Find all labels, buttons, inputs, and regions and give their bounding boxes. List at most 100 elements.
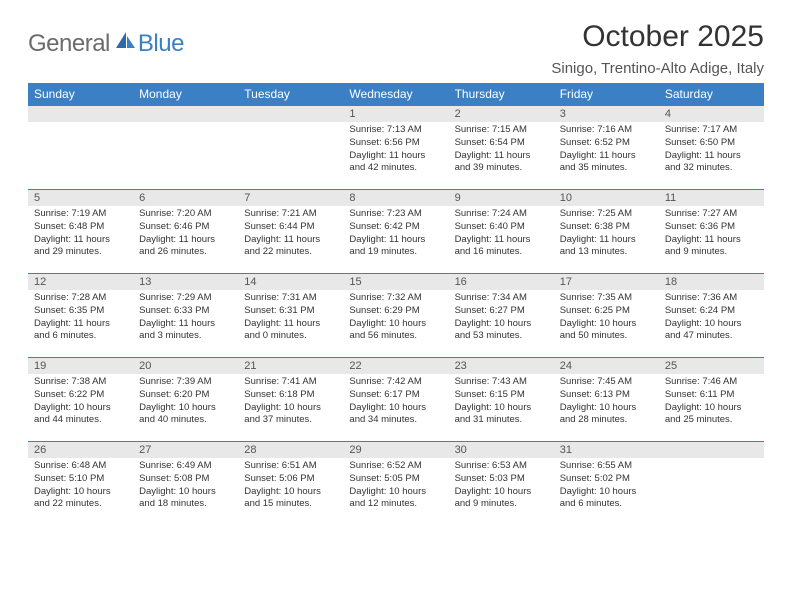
day-number: 17 — [554, 274, 659, 290]
day-number: 30 — [449, 442, 554, 458]
day-cell: 13Sunrise: 7:29 AMSunset: 6:33 PMDayligh… — [133, 274, 238, 358]
day-content: Sunrise: 7:45 AMSunset: 6:13 PMDaylight:… — [554, 374, 659, 433]
day-number: 7 — [238, 190, 343, 206]
day-cell: 27Sunrise: 6:49 AMSunset: 5:08 PMDayligh… — [133, 442, 238, 526]
day-number: 10 — [554, 190, 659, 206]
day-content: Sunrise: 7:17 AMSunset: 6:50 PMDaylight:… — [659, 122, 764, 181]
day-content: Sunrise: 7:27 AMSunset: 6:36 PMDaylight:… — [659, 206, 764, 265]
day-content: Sunrise: 6:55 AMSunset: 5:02 PMDaylight:… — [554, 458, 659, 517]
day-cell: 11Sunrise: 7:27 AMSunset: 6:36 PMDayligh… — [659, 190, 764, 274]
day-header: Saturday — [659, 83, 764, 106]
day-cell: 1Sunrise: 7:13 AMSunset: 6:56 PMDaylight… — [343, 106, 448, 190]
day-number: 26 — [28, 442, 133, 458]
empty-day-cell — [28, 106, 133, 190]
day-header: Wednesday — [343, 83, 448, 106]
header: General Blue October 2025 Sinigo, Trenti… — [28, 20, 764, 77]
day-cell: 14Sunrise: 7:31 AMSunset: 6:31 PMDayligh… — [238, 274, 343, 358]
day-number: 18 — [659, 274, 764, 290]
day-content: Sunrise: 7:15 AMSunset: 6:54 PMDaylight:… — [449, 122, 554, 181]
day-number: 27 — [133, 442, 238, 458]
day-cell: 4Sunrise: 7:17 AMSunset: 6:50 PMDaylight… — [659, 106, 764, 190]
logo-text-blue: Blue — [138, 30, 184, 58]
day-content: Sunrise: 7:19 AMSunset: 6:48 PMDaylight:… — [28, 206, 133, 265]
day-cell: 10Sunrise: 7:25 AMSunset: 6:38 PMDayligh… — [554, 190, 659, 274]
title-block: October 2025 Sinigo, Trentino-Alto Adige… — [551, 20, 764, 77]
day-content: Sunrise: 7:38 AMSunset: 6:22 PMDaylight:… — [28, 374, 133, 433]
day-number: 28 — [238, 442, 343, 458]
day-content: Sunrise: 7:34 AMSunset: 6:27 PMDaylight:… — [449, 290, 554, 349]
day-number: 2 — [449, 106, 554, 122]
day-header: Monday — [133, 83, 238, 106]
day-content: Sunrise: 7:41 AMSunset: 6:18 PMDaylight:… — [238, 374, 343, 433]
day-content: Sunrise: 7:39 AMSunset: 6:20 PMDaylight:… — [133, 374, 238, 433]
day-cell: 16Sunrise: 7:34 AMSunset: 6:27 PMDayligh… — [449, 274, 554, 358]
day-number: 6 — [133, 190, 238, 206]
day-number: 11 — [659, 190, 764, 206]
day-number: 20 — [133, 358, 238, 374]
day-header: Friday — [554, 83, 659, 106]
day-header-row: SundayMondayTuesdayWednesdayThursdayFrid… — [28, 83, 764, 106]
calendar-week-row: 5Sunrise: 7:19 AMSunset: 6:48 PMDaylight… — [28, 190, 764, 274]
day-cell: 21Sunrise: 7:41 AMSunset: 6:18 PMDayligh… — [238, 358, 343, 442]
day-content: Sunrise: 7:13 AMSunset: 6:56 PMDaylight:… — [343, 122, 448, 181]
day-content: Sunrise: 6:49 AMSunset: 5:08 PMDaylight:… — [133, 458, 238, 517]
day-cell: 17Sunrise: 7:35 AMSunset: 6:25 PMDayligh… — [554, 274, 659, 358]
day-number: 29 — [343, 442, 448, 458]
day-number: 3 — [554, 106, 659, 122]
day-number: 4 — [659, 106, 764, 122]
page-title: October 2025 — [551, 20, 764, 54]
day-number: 13 — [133, 274, 238, 290]
day-cell: 30Sunrise: 6:53 AMSunset: 5:03 PMDayligh… — [449, 442, 554, 526]
day-cell: 22Sunrise: 7:42 AMSunset: 6:17 PMDayligh… — [343, 358, 448, 442]
day-header: Tuesday — [238, 83, 343, 106]
day-number: 31 — [554, 442, 659, 458]
day-number: 24 — [554, 358, 659, 374]
day-number: 23 — [449, 358, 554, 374]
calendar-week-row: 12Sunrise: 7:28 AMSunset: 6:35 PMDayligh… — [28, 274, 764, 358]
day-content: Sunrise: 7:21 AMSunset: 6:44 PMDaylight:… — [238, 206, 343, 265]
day-content: Sunrise: 7:20 AMSunset: 6:46 PMDaylight:… — [133, 206, 238, 265]
day-number: 1 — [343, 106, 448, 122]
day-cell: 9Sunrise: 7:24 AMSunset: 6:40 PMDaylight… — [449, 190, 554, 274]
logo-sail-icon — [114, 30, 136, 55]
day-cell: 2Sunrise: 7:15 AMSunset: 6:54 PMDaylight… — [449, 106, 554, 190]
day-header: Thursday — [449, 83, 554, 106]
day-content: Sunrise: 7:35 AMSunset: 6:25 PMDaylight:… — [554, 290, 659, 349]
calendar-body: 1Sunrise: 7:13 AMSunset: 6:56 PMDaylight… — [28, 106, 764, 526]
day-number: 8 — [343, 190, 448, 206]
day-cell: 8Sunrise: 7:23 AMSunset: 6:42 PMDaylight… — [343, 190, 448, 274]
logo-text-general: General — [28, 30, 110, 58]
day-cell: 20Sunrise: 7:39 AMSunset: 6:20 PMDayligh… — [133, 358, 238, 442]
day-number: 21 — [238, 358, 343, 374]
location-text: Sinigo, Trentino-Alto Adige, Italy — [551, 60, 764, 77]
day-cell: 15Sunrise: 7:32 AMSunset: 6:29 PMDayligh… — [343, 274, 448, 358]
day-cell: 26Sunrise: 6:48 AMSunset: 5:10 PMDayligh… — [28, 442, 133, 526]
day-cell: 28Sunrise: 6:51 AMSunset: 5:06 PMDayligh… — [238, 442, 343, 526]
day-content: Sunrise: 7:28 AMSunset: 6:35 PMDaylight:… — [28, 290, 133, 349]
day-content: Sunrise: 6:52 AMSunset: 5:05 PMDaylight:… — [343, 458, 448, 517]
day-cell: 6Sunrise: 7:20 AMSunset: 6:46 PMDaylight… — [133, 190, 238, 274]
day-cell: 19Sunrise: 7:38 AMSunset: 6:22 PMDayligh… — [28, 358, 133, 442]
day-cell: 29Sunrise: 6:52 AMSunset: 5:05 PMDayligh… — [343, 442, 448, 526]
day-content: Sunrise: 7:25 AMSunset: 6:38 PMDaylight:… — [554, 206, 659, 265]
day-content: Sunrise: 7:16 AMSunset: 6:52 PMDaylight:… — [554, 122, 659, 181]
day-content: Sunrise: 6:51 AMSunset: 5:06 PMDaylight:… — [238, 458, 343, 517]
day-cell: 23Sunrise: 7:43 AMSunset: 6:15 PMDayligh… — [449, 358, 554, 442]
day-number: 14 — [238, 274, 343, 290]
day-cell: 18Sunrise: 7:36 AMSunset: 6:24 PMDayligh… — [659, 274, 764, 358]
day-cell: 7Sunrise: 7:21 AMSunset: 6:44 PMDaylight… — [238, 190, 343, 274]
calendar-week-row: 26Sunrise: 6:48 AMSunset: 5:10 PMDayligh… — [28, 442, 764, 526]
day-content: Sunrise: 7:29 AMSunset: 6:33 PMDaylight:… — [133, 290, 238, 349]
day-cell: 25Sunrise: 7:46 AMSunset: 6:11 PMDayligh… — [659, 358, 764, 442]
calendar-week-row: 19Sunrise: 7:38 AMSunset: 6:22 PMDayligh… — [28, 358, 764, 442]
day-content: Sunrise: 7:42 AMSunset: 6:17 PMDaylight:… — [343, 374, 448, 433]
day-content: Sunrise: 7:43 AMSunset: 6:15 PMDaylight:… — [449, 374, 554, 433]
day-content: Sunrise: 7:36 AMSunset: 6:24 PMDaylight:… — [659, 290, 764, 349]
day-cell: 3Sunrise: 7:16 AMSunset: 6:52 PMDaylight… — [554, 106, 659, 190]
day-number: 15 — [343, 274, 448, 290]
day-content: Sunrise: 7:23 AMSunset: 6:42 PMDaylight:… — [343, 206, 448, 265]
day-number: 9 — [449, 190, 554, 206]
day-number: 16 — [449, 274, 554, 290]
day-content: Sunrise: 6:48 AMSunset: 5:10 PMDaylight:… — [28, 458, 133, 517]
day-content: Sunrise: 7:31 AMSunset: 6:31 PMDaylight:… — [238, 290, 343, 349]
